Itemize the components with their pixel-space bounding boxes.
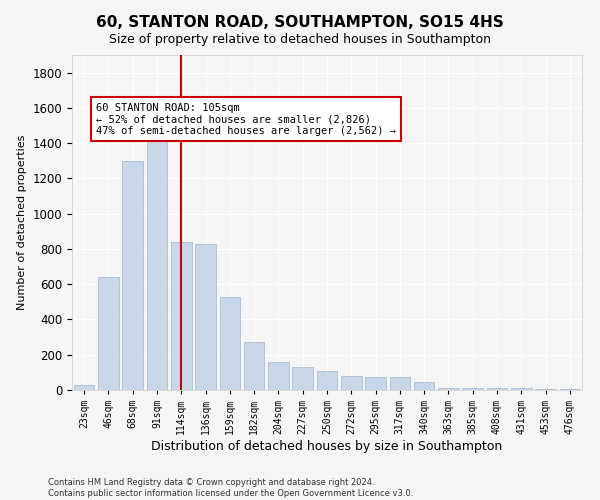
Bar <box>438 388 459 390</box>
Bar <box>414 382 434 390</box>
Bar <box>146 138 167 390</box>
Bar <box>122 161 143 390</box>
Bar <box>341 376 362 390</box>
Bar <box>511 388 532 390</box>
Bar <box>535 389 556 390</box>
Bar <box>389 377 410 390</box>
Bar <box>74 384 94 390</box>
Y-axis label: Number of detached properties: Number of detached properties <box>17 135 27 310</box>
Bar <box>560 389 580 390</box>
Bar <box>317 370 337 390</box>
Text: Size of property relative to detached houses in Southampton: Size of property relative to detached ho… <box>109 32 491 46</box>
Bar <box>220 296 240 390</box>
Text: 60 STANTON ROAD: 105sqm
← 52% of detached houses are smaller (2,826)
47% of semi: 60 STANTON ROAD: 105sqm ← 52% of detache… <box>96 102 396 136</box>
Bar <box>244 342 265 390</box>
Bar <box>463 388 483 390</box>
X-axis label: Distribution of detached houses by size in Southampton: Distribution of detached houses by size … <box>151 440 503 453</box>
Text: Contains HM Land Registry data © Crown copyright and database right 2024.
Contai: Contains HM Land Registry data © Crown c… <box>48 478 413 498</box>
Bar <box>292 367 313 390</box>
Bar <box>195 244 216 390</box>
Bar <box>365 377 386 390</box>
Bar <box>487 388 508 390</box>
Text: 60, STANTON ROAD, SOUTHAMPTON, SO15 4HS: 60, STANTON ROAD, SOUTHAMPTON, SO15 4HS <box>96 15 504 30</box>
Bar <box>268 362 289 390</box>
Bar <box>98 277 119 390</box>
Bar <box>171 242 191 390</box>
